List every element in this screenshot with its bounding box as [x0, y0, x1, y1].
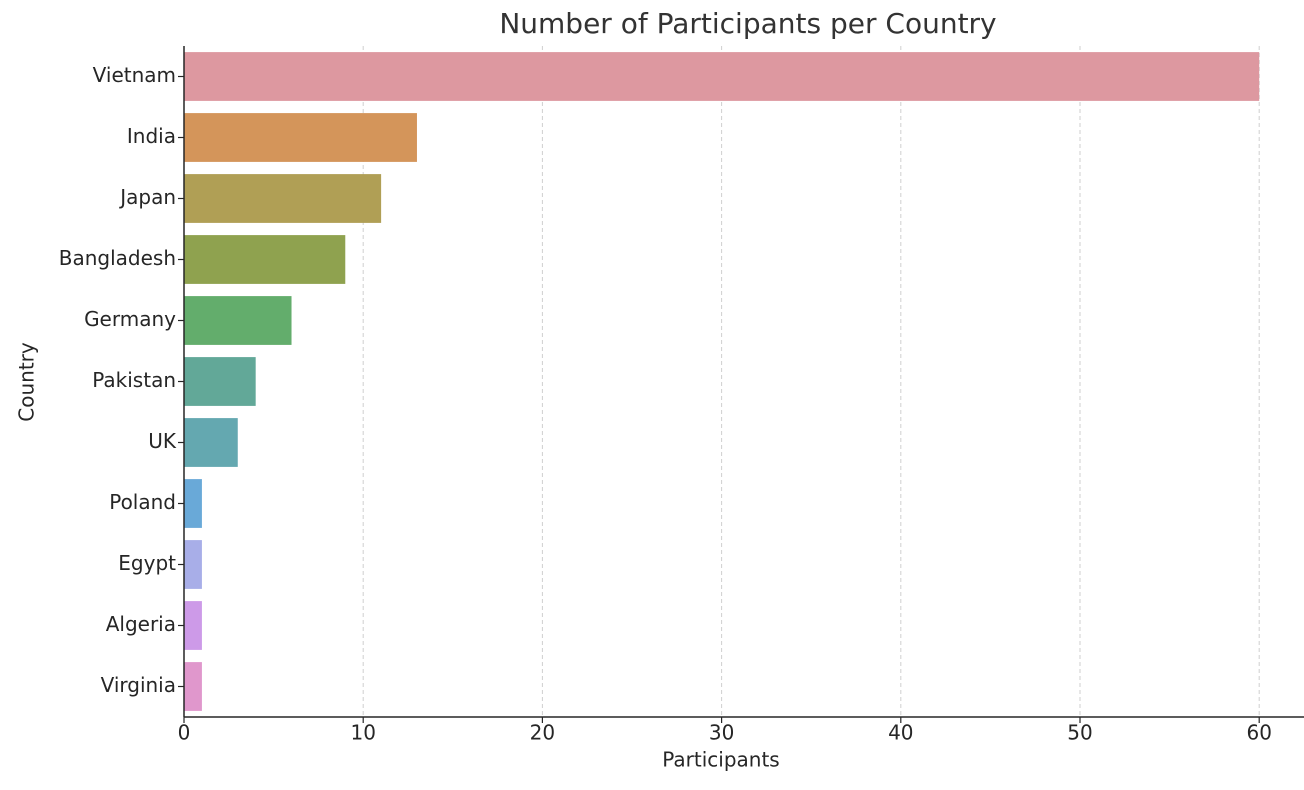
y-tick-label: Virginia	[101, 673, 176, 697]
y-tick-label: India	[127, 124, 176, 148]
bar	[184, 601, 202, 650]
x-tick-label: 50	[1067, 721, 1092, 745]
x-tick-label: 20	[530, 721, 555, 745]
bar	[184, 113, 417, 162]
chart-title: Number of Participants per Country	[499, 7, 996, 40]
y-tick-label: Germany	[84, 307, 176, 331]
x-tick-label: 30	[709, 721, 734, 745]
y-tick-label: Pakistan	[92, 368, 176, 392]
y-tick-label: Algeria	[106, 612, 176, 636]
y-tick-label: Vietnam	[93, 63, 176, 87]
x-tick-label: 10	[350, 721, 375, 745]
x-axis-label: Participants	[662, 748, 779, 772]
y-tick-label: Egypt	[118, 551, 176, 575]
bar	[184, 52, 1260, 101]
x-tick-label: 0	[178, 721, 191, 745]
bar	[184, 418, 238, 467]
bar	[184, 479, 202, 528]
bar	[184, 174, 382, 223]
y-tick-label: Poland	[109, 490, 176, 514]
y-axis-label: Country	[15, 342, 39, 422]
bar	[184, 357, 256, 406]
y-tick-label: Bangladesh	[59, 246, 176, 270]
bar	[184, 296, 292, 345]
y-tick-label: UK	[148, 429, 177, 453]
bar	[184, 235, 346, 284]
x-tick-label: 60	[1246, 721, 1271, 745]
bar	[184, 540, 202, 589]
y-tick-label: Japan	[118, 185, 176, 209]
bar	[184, 662, 202, 711]
x-tick-label: 40	[888, 721, 913, 745]
